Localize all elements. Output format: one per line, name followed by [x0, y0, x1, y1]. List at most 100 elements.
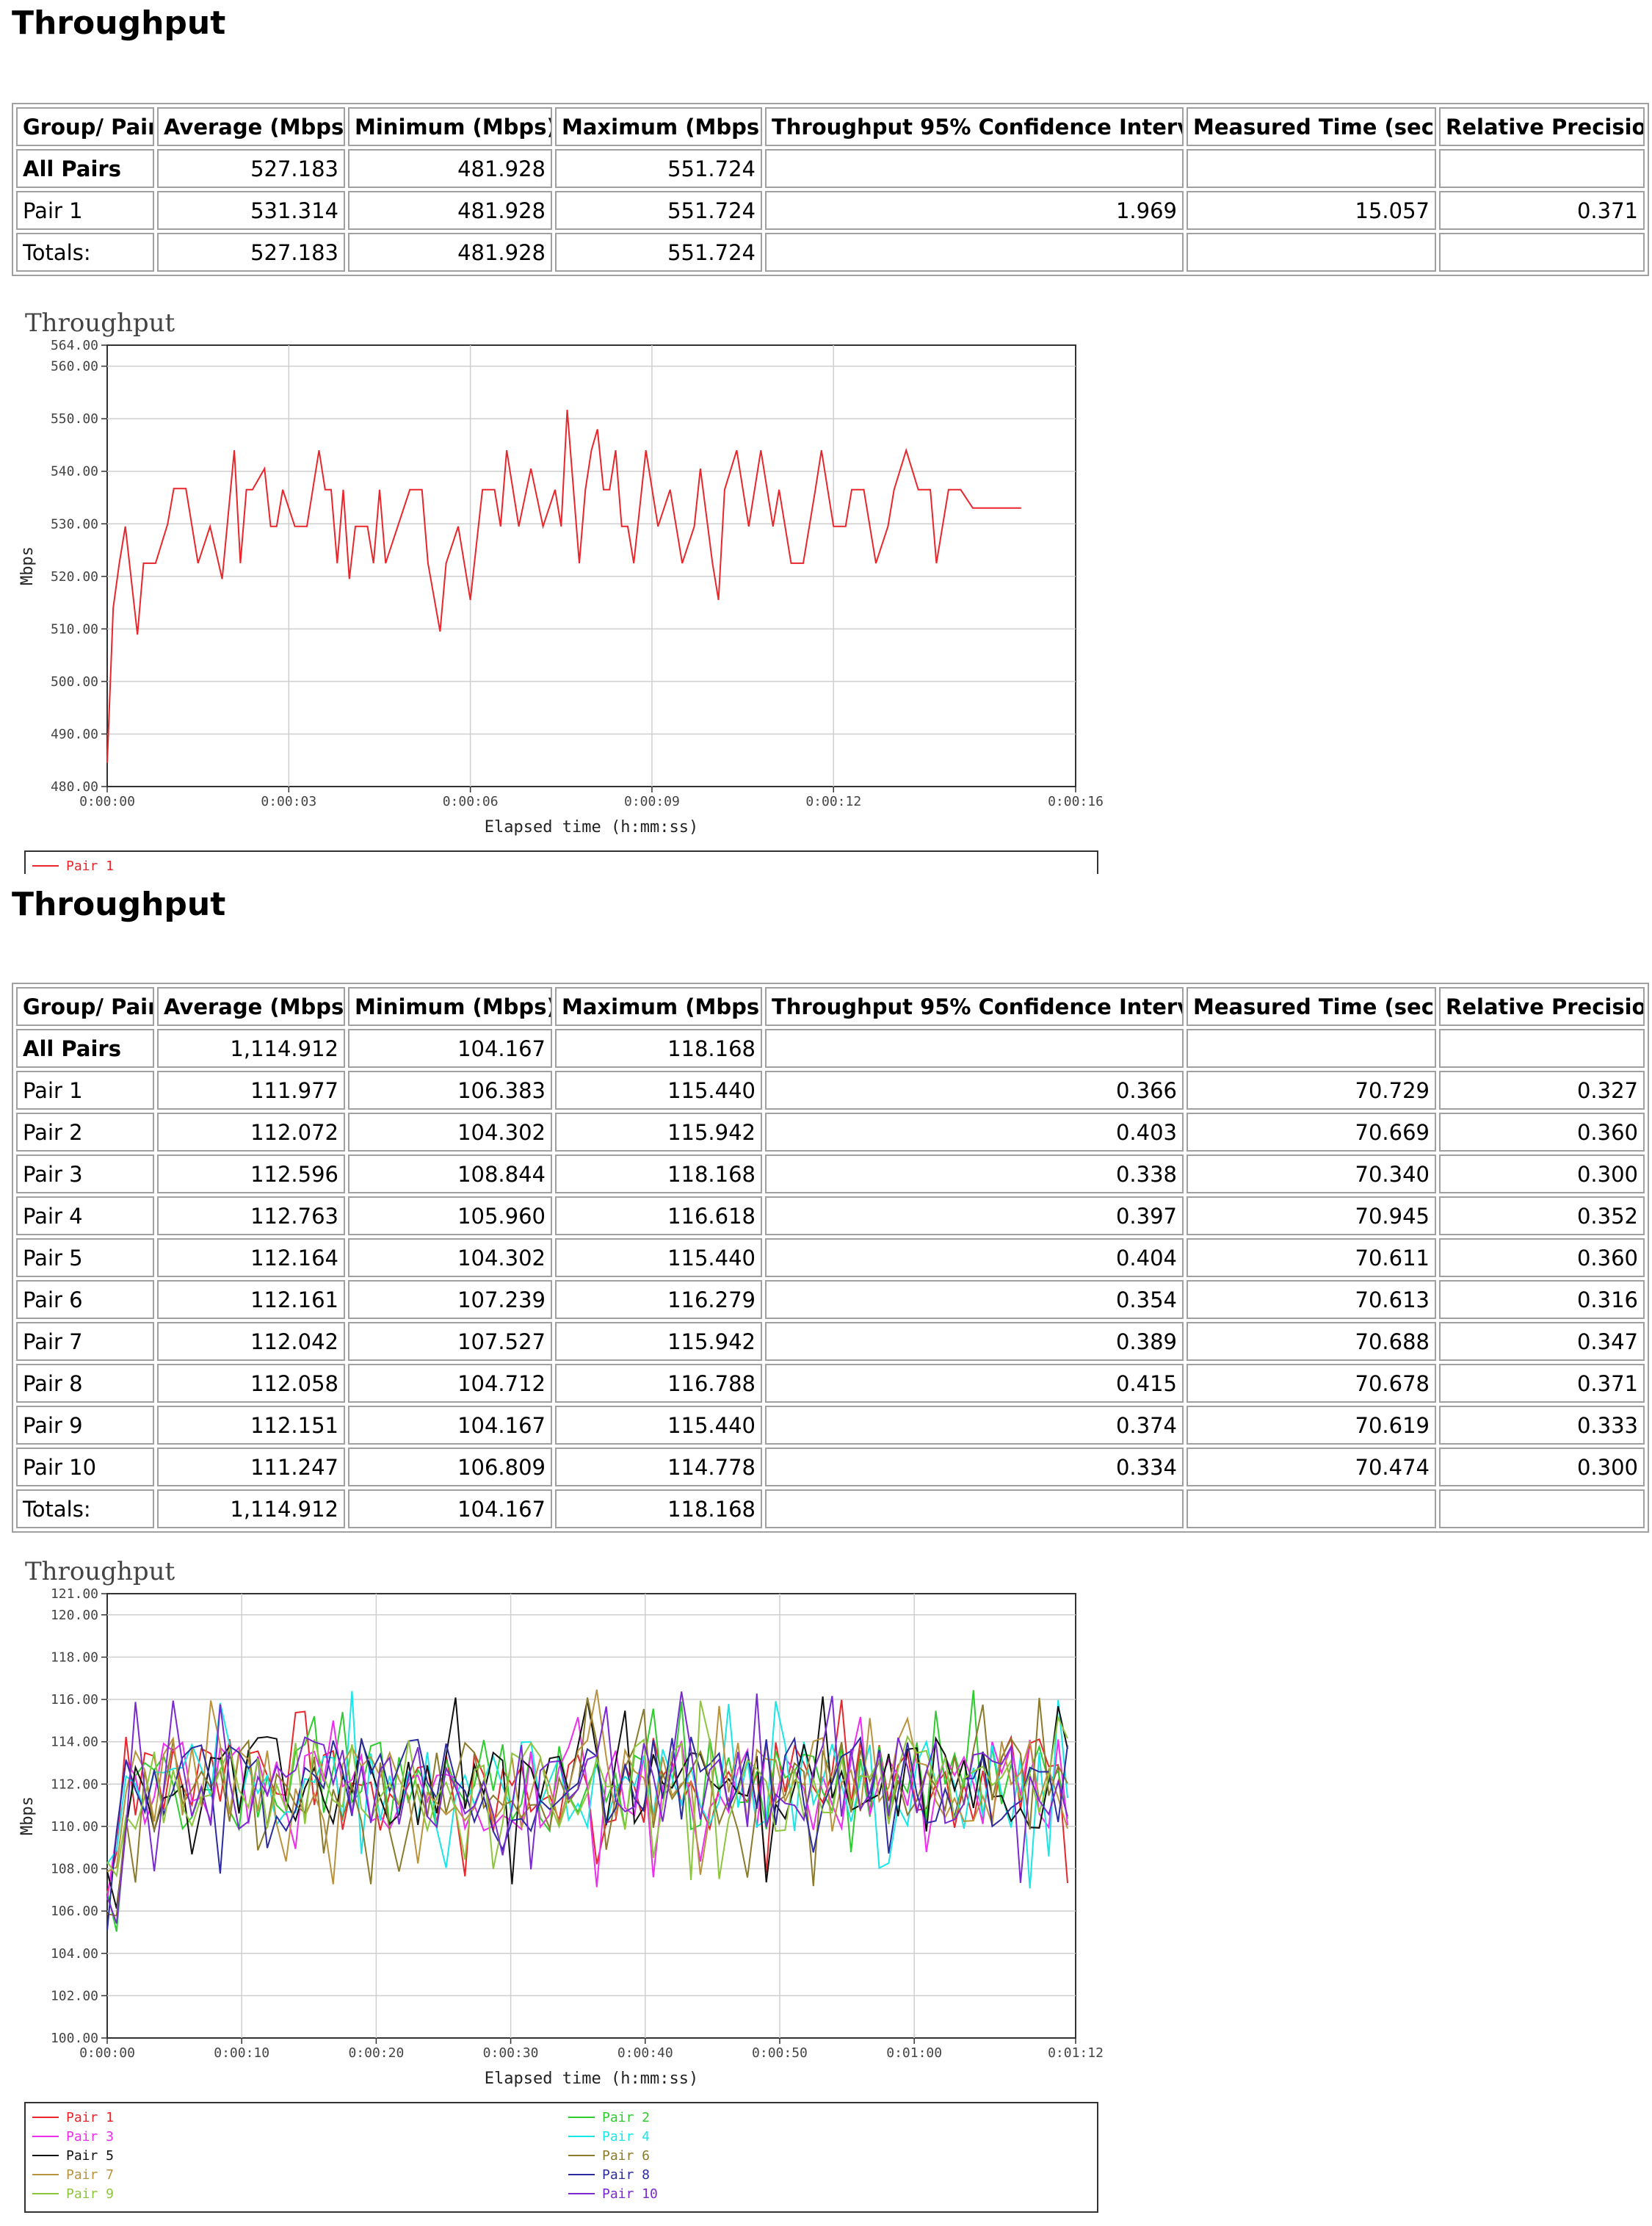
table-cell: [1439, 233, 1645, 272]
table-cell: 0.333: [1439, 1406, 1645, 1445]
y-tick-label: 530.00: [51, 516, 98, 532]
table-row: All Pairs 1,114.912 104.167 118.168: [16, 1029, 1645, 1068]
table-cell: 105.960: [348, 1196, 552, 1235]
table-cell: 112.596: [157, 1154, 345, 1193]
x-tick-label: 0:00:09: [624, 794, 680, 809]
table-cell: 70.619: [1187, 1406, 1436, 1445]
table-row: Pair 3 112.596 108.844 118.168 0.338 70.340 0.…: [16, 1154, 1645, 1193]
table-cell: 70.613: [1187, 1280, 1436, 1319]
table-row: Pair 9 112.151 104.167 115.440 0.374 70.619 0.…: [16, 1406, 1645, 1445]
legend-label: Pair 3: [66, 2129, 114, 2144]
row-label: Totals:: [16, 233, 154, 272]
y-tick-label: 110.00: [51, 1819, 98, 1835]
table-cell: 0.300: [1439, 1154, 1645, 1193]
table-cell: 114.778: [555, 1448, 762, 1486]
table-cell: 116.279: [555, 1280, 762, 1319]
table-row: Pair 8 112.058 104.712 116.788 0.415 70.678 0.…: [16, 1364, 1645, 1403]
table-cell: 115.942: [555, 1113, 762, 1152]
column-header: Measured Time (secs): [1187, 107, 1436, 146]
y-tick-label: 500.00: [51, 674, 98, 690]
table-cell: 111.247: [157, 1448, 345, 1486]
header-row: Group/ Pair Average (Mbps) Minimum (Mbps) M…: [16, 987, 1645, 1026]
table-row: Pair 1 531.314 481.928 551.724 1.969 15.057 0.…: [16, 191, 1645, 230]
chart-title: Throughput: [25, 308, 175, 338]
table-row: Totals: 527.183 481.928 551.724: [16, 233, 1645, 272]
table-cell: 527.183: [157, 233, 345, 272]
y-tick-label: 118.00: [51, 1649, 98, 1665]
row-label: Pair 2: [16, 1113, 154, 1152]
x-tick-label: 0:00:20: [348, 2045, 404, 2061]
table-cell: 70.678: [1187, 1364, 1436, 1403]
table-cell: 115.440: [555, 1406, 762, 1445]
table-row: Totals: 1,114.912 104.167 118.168: [16, 1489, 1645, 1528]
table-cell: [1187, 1489, 1436, 1528]
row-label: Pair 8: [16, 1364, 154, 1403]
table-cell: 115.440: [555, 1238, 762, 1277]
table-row: Pair 4 112.763 105.960 116.618 0.397 70.945 0.…: [16, 1196, 1645, 1235]
x-axis-label: Elapsed time (h:mm:ss): [485, 818, 698, 836]
column-header: Throughput 95% Confidence Interval: [765, 107, 1184, 146]
table-cell: 112.151: [157, 1406, 345, 1445]
row-label: Pair 9: [16, 1406, 154, 1445]
y-tick-label: 540.00: [51, 464, 98, 480]
table-cell: 551.724: [555, 233, 762, 272]
table-cell: 104.302: [348, 1238, 552, 1277]
table-cell: 70.474: [1187, 1448, 1436, 1486]
x-tick-label: 0:00:12: [805, 794, 861, 809]
legend-label: Pair 5: [66, 2148, 114, 2164]
table-cell: 551.724: [555, 191, 762, 230]
legend: [24, 2102, 1098, 2213]
table-cell: 0.360: [1439, 1238, 1645, 1277]
table-cell: 70.945: [1187, 1196, 1436, 1235]
legend-label: Pair 8: [602, 2167, 650, 2183]
y-tick-label: 520.00: [51, 569, 98, 585]
table-cell: [1187, 149, 1436, 188]
y-tick-label: 560.00: [51, 359, 98, 375]
table-cell: 1,114.912: [157, 1489, 345, 1528]
table-cell: [1439, 1029, 1645, 1068]
table-cell: 116.618: [555, 1196, 762, 1235]
table-cell: 0.338: [765, 1154, 1184, 1193]
section-title: Throughput: [12, 886, 226, 923]
table-cell: 0.360: [1439, 1113, 1645, 1152]
row-label: Pair 6: [16, 1280, 154, 1319]
table-row: Pair 5 112.164 104.302 115.440 0.404 70.611 0.…: [16, 1238, 1645, 1277]
y-tick-label: 510.00: [51, 621, 98, 637]
table-cell: 112.072: [157, 1113, 345, 1152]
table-cell: 118.168: [555, 1489, 762, 1528]
series-line-pair-1: [106, 409, 1021, 763]
table-cell: 0.366: [765, 1071, 1184, 1110]
table-cell: 112.763: [157, 1196, 345, 1235]
table-cell: 15.057: [1187, 191, 1436, 230]
table-cell: 0.327: [1439, 1071, 1645, 1110]
y-tick-label: 480.00: [51, 779, 98, 795]
row-label: Pair 10: [16, 1448, 154, 1486]
row-label: Pair 5: [16, 1238, 154, 1277]
table-cell: 112.042: [157, 1322, 345, 1361]
table-cell: 0.371: [1439, 191, 1645, 230]
x-axis-label: Elapsed time (h:mm:ss): [485, 2070, 698, 2088]
table-cell: 0.389: [765, 1322, 1184, 1361]
table-cell: 0.300: [1439, 1448, 1645, 1486]
column-header: Minimum (Mbps): [348, 987, 552, 1026]
legend-label: Pair 4: [602, 2129, 650, 2144]
table-cell: 0.404: [765, 1238, 1184, 1277]
table-cell: 118.168: [555, 1029, 762, 1068]
y-tick-label: 108.00: [51, 1862, 98, 1877]
table-cell: [1439, 1489, 1645, 1528]
table-cell: 106.383: [348, 1071, 552, 1110]
table-cell: 531.314: [157, 191, 345, 230]
column-header: Maximum (Mbps): [555, 107, 762, 146]
x-tick-label: 0:01:00: [886, 2045, 942, 2061]
legend-label: Pair 10: [602, 2186, 658, 2202]
table-cell: 107.527: [348, 1322, 552, 1361]
y-tick-label: 114.00: [51, 1735, 98, 1750]
table-cell: 0.316: [1439, 1280, 1645, 1319]
table-cell: 104.167: [348, 1029, 552, 1068]
throughput-chart: Throughput 100.00 102.00 104.00 106.00 108.00…: [18, 1557, 1104, 2213]
y-tick-label: 121.00: [51, 1586, 98, 1602]
series-line-pair-4: [106, 1691, 1068, 1889]
table-cell: 0.415: [765, 1364, 1184, 1403]
legend-label: Pair 9: [66, 2186, 114, 2202]
x-tick-label: 0:00:00: [79, 2045, 135, 2061]
